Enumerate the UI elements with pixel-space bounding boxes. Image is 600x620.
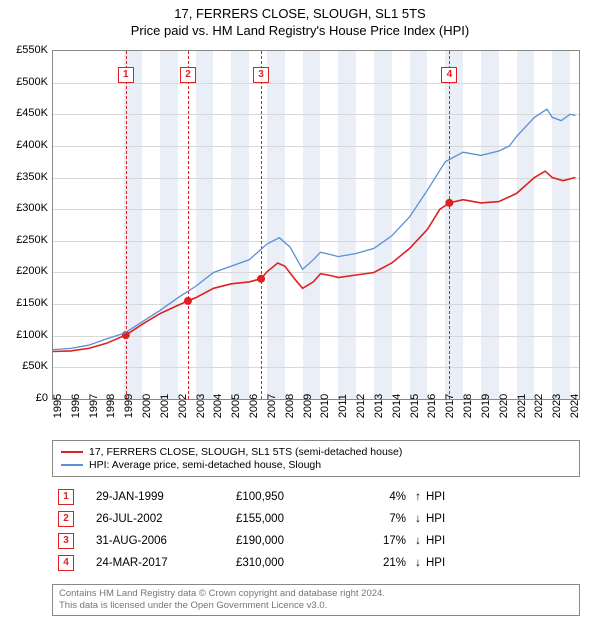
footer-line1: Contains HM Land Registry data © Crown c…	[59, 588, 573, 600]
event-price: £190,000	[236, 535, 346, 547]
event-hpi-label: HPI	[426, 535, 466, 547]
event-date: 31-AUG-2006	[96, 535, 236, 547]
chart-legend: 17, FERRERS CLOSE, SLOUGH, SL1 5TS (semi…	[52, 440, 580, 477]
y-tick-label: £350K	[4, 171, 48, 183]
y-tick-label: £150K	[4, 297, 48, 309]
event-pct: 7%	[346, 513, 410, 525]
event-marker-box: 3	[253, 67, 269, 83]
event-number-box: 4	[58, 555, 74, 571]
series-line-hpi	[53, 109, 575, 349]
arrow-up-icon: ↑	[410, 491, 426, 503]
y-tick-label: £250K	[4, 234, 48, 246]
event-pct: 17%	[346, 535, 410, 547]
event-marker-box: 4	[441, 67, 457, 83]
event-price: £310,000	[236, 557, 346, 569]
series-line-property	[53, 171, 575, 351]
event-date: 29-JAN-1999	[96, 491, 236, 503]
chart-plot-area: 1 2 3 4	[52, 50, 580, 400]
legend-label: HPI: Average price, semi-detached house,…	[89, 459, 321, 471]
event-hpi-label: HPI	[426, 491, 466, 503]
events-table-row: 2 26-JUL-2002£155,0007%↓HPI	[52, 508, 580, 530]
y-tick-label: £100K	[4, 329, 48, 341]
chart-title-address: 17, FERRERS CLOSE, SLOUGH, SL1 5TS	[0, 6, 600, 21]
y-tick-label: £0	[4, 392, 48, 404]
event-pct: 21%	[346, 557, 410, 569]
event-date: 26-JUL-2002	[96, 513, 236, 525]
events-table-row: 4 24-MAR-2017£310,00021%↓HPI	[52, 552, 580, 574]
event-marker-box: 1	[118, 67, 134, 83]
events-table-row: 1 29-JAN-1999£100,9504%↑HPI	[52, 486, 580, 508]
footer-line2: This data is licensed under the Open Gov…	[59, 600, 573, 612]
y-tick-label: £300K	[4, 202, 48, 214]
arrow-down-icon: ↓	[410, 557, 426, 569]
event-date: 24-MAR-2017	[96, 557, 236, 569]
y-tick-label: £500K	[4, 76, 48, 88]
arrow-down-icon: ↓	[410, 535, 426, 547]
legend-swatch	[61, 464, 83, 466]
y-tick-label: £50K	[4, 360, 48, 372]
events-table: 129-JAN-1999£100,9504%↑HPI226-JUL-2002£1…	[52, 486, 580, 574]
event-hpi-label: HPI	[426, 557, 466, 569]
arrow-down-icon: ↓	[410, 513, 426, 525]
y-tick-label: £400K	[4, 139, 48, 151]
event-number-box: 1	[58, 489, 74, 505]
y-tick-label: £450K	[4, 107, 48, 119]
event-pct: 4%	[346, 491, 410, 503]
x-tick-label: 2024	[569, 394, 600, 418]
chart-title-desc: Price paid vs. HM Land Registry's House …	[0, 23, 600, 38]
event-marker-box: 2	[180, 67, 196, 83]
chart-footer: Contains HM Land Registry data © Crown c…	[52, 584, 580, 616]
event-price: £100,950	[236, 491, 346, 503]
legend-row: HPI: Average price, semi-detached house,…	[61, 459, 571, 471]
event-hpi-label: HPI	[426, 513, 466, 525]
event-number-box: 2	[58, 511, 74, 527]
event-price: £155,000	[236, 513, 346, 525]
events-table-row: 3 31-AUG-2006£190,00017%↓HPI	[52, 530, 580, 552]
y-tick-label: £550K	[4, 44, 48, 56]
y-tick-label: £200K	[4, 265, 48, 277]
event-number-box: 3	[58, 533, 74, 549]
legend-row: 17, FERRERS CLOSE, SLOUGH, SL1 5TS (semi…	[61, 446, 571, 458]
legend-swatch	[61, 451, 83, 453]
legend-label: 17, FERRERS CLOSE, SLOUGH, SL1 5TS (semi…	[89, 446, 402, 458]
